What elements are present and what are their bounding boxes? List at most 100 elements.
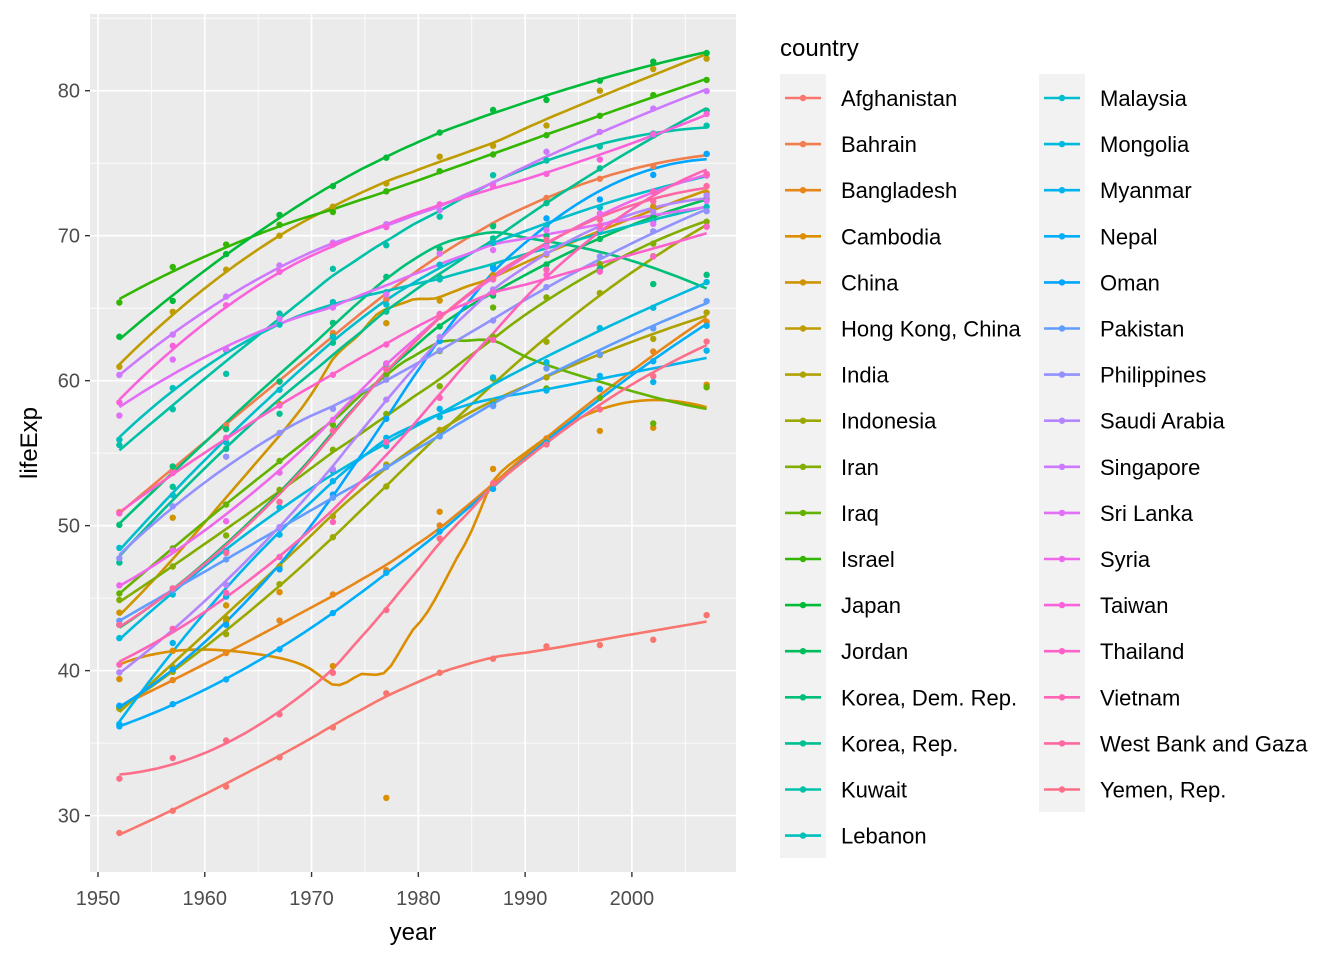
data-point — [596, 394, 604, 402]
data-point — [169, 514, 176, 521]
data-point — [596, 268, 604, 275]
data-point — [436, 382, 443, 390]
data-point — [222, 549, 230, 556]
legend-label: Lebanon — [841, 824, 927, 849]
data-point — [383, 188, 390, 195]
data-point — [436, 250, 443, 257]
data-point — [222, 737, 230, 744]
data-point — [650, 304, 657, 311]
data-point — [543, 236, 550, 243]
data-point — [703, 49, 710, 57]
data-point — [543, 215, 550, 222]
smooth-line — [118, 50, 707, 341]
data-point — [703, 384, 710, 391]
data-point — [383, 376, 390, 383]
data-point — [276, 457, 283, 465]
data-point — [436, 276, 443, 283]
data-point — [116, 510, 123, 517]
y-tick-label: 40 — [58, 661, 80, 683]
data-point — [703, 170, 710, 178]
data-point — [116, 371, 123, 379]
data-point — [650, 171, 657, 179]
data-point — [329, 421, 337, 429]
data-point — [276, 402, 283, 409]
data-point — [276, 553, 283, 561]
data-point — [169, 469, 176, 477]
data-point — [276, 588, 283, 596]
legend-key-point — [799, 233, 807, 240]
smooth-line — [118, 314, 708, 713]
data-point — [703, 338, 710, 345]
data-point — [650, 131, 657, 138]
data-point — [596, 175, 604, 182]
data-point — [329, 319, 337, 327]
data-point — [116, 363, 123, 370]
data-point — [703, 203, 710, 210]
legend-key-point — [799, 371, 807, 378]
data-point — [329, 609, 337, 617]
data-point — [596, 216, 604, 223]
data-point — [489, 374, 497, 381]
data-point — [436, 153, 443, 160]
data-point — [276, 221, 283, 229]
data-point — [489, 480, 497, 487]
data-point — [222, 425, 230, 433]
data-point — [276, 566, 283, 573]
data-point — [169, 463, 176, 470]
legend-key-point — [799, 279, 807, 286]
data-point — [116, 675, 123, 683]
data-point — [650, 91, 657, 99]
legend-label: Bangladesh — [841, 178, 957, 203]
data-point — [383, 273, 390, 281]
data-point — [383, 308, 390, 315]
data-point — [383, 341, 390, 348]
data-point — [383, 223, 390, 231]
y-tick-label: 80 — [58, 81, 80, 103]
data-point — [650, 280, 657, 288]
data-point — [489, 235, 497, 242]
data-point — [169, 491, 176, 499]
legend-key-point — [799, 463, 807, 470]
data-point — [383, 291, 390, 298]
data-point — [116, 436, 123, 443]
smooth-line — [118, 168, 708, 663]
data-point — [703, 197, 710, 205]
data-point — [543, 365, 550, 372]
smooth-line — [118, 281, 708, 641]
smooth-line — [118, 322, 708, 728]
data-point — [116, 775, 123, 782]
data-point — [543, 643, 550, 650]
legend-title: country — [780, 35, 859, 62]
data-point — [276, 315, 283, 323]
data-point — [222, 621, 230, 628]
legend-key-point — [799, 140, 807, 148]
data-point — [222, 434, 230, 441]
smooth-line — [118, 232, 707, 514]
smooth-line — [118, 113, 708, 401]
x-tick-label: 1970 — [289, 888, 334, 910]
legend: Afghanistan Bahrain Bangladesh Cambodia Chin… — [780, 74, 1308, 858]
data-point — [596, 210, 604, 217]
data-point — [436, 405, 443, 413]
data-point — [650, 325, 657, 332]
data-point — [222, 518, 230, 525]
data-point — [436, 508, 443, 515]
data-point — [703, 76, 710, 84]
data-point — [703, 218, 710, 225]
data-point — [596, 156, 604, 163]
legend-key-point — [799, 94, 807, 102]
data-point — [650, 220, 657, 228]
data-point — [543, 199, 550, 207]
data-point — [383, 242, 390, 249]
data-point — [329, 265, 337, 273]
legend-key-point — [799, 601, 807, 609]
data-point — [489, 171, 497, 179]
legend-key-point — [1058, 371, 1066, 378]
data-point — [596, 260, 604, 268]
data-point — [596, 204, 604, 211]
legend-key-background — [1039, 74, 1085, 812]
data-point — [489, 151, 497, 158]
legend-label: China — [841, 270, 899, 295]
smooth-line — [118, 52, 708, 366]
data-point — [650, 203, 657, 210]
